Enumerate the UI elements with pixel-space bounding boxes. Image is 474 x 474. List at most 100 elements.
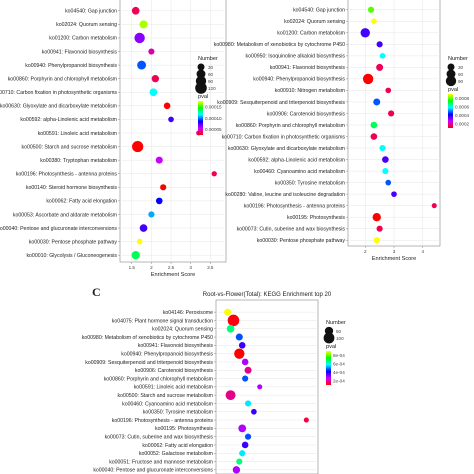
data-point xyxy=(238,424,247,433)
data-point xyxy=(134,32,145,44)
data-point xyxy=(371,18,377,25)
x-tick-label: 3.5 xyxy=(207,265,214,270)
size-legend-dot xyxy=(196,69,206,79)
category-label: ko00460: Cyanoamino acid metabolism xyxy=(254,169,345,175)
color-bar-label: 0.0002 xyxy=(455,122,469,127)
data-point xyxy=(385,87,392,94)
category-label: ko00630: Glyoxylate and dicarboxylate me… xyxy=(228,146,345,152)
category-label: ko00591: Linoleic acid metabolism xyxy=(38,131,117,137)
data-point xyxy=(372,213,381,222)
category-label: ko00196: Photosynthesis - antenna protei… xyxy=(112,418,214,424)
category-label: ko00350: Tyrosine metabolism xyxy=(143,410,213,416)
category-label: ko00196: Photosynthesis - antenna protei… xyxy=(16,172,118,178)
color-bar-label: 6e-04 xyxy=(333,362,345,367)
data-point xyxy=(379,144,386,152)
color-bar-label: 8e-04 xyxy=(333,353,345,358)
color-legend-title: pval xyxy=(198,94,208,100)
data-point xyxy=(242,375,249,382)
panel-letter: C xyxy=(92,285,101,299)
size-legend-dot xyxy=(323,332,335,344)
data-point xyxy=(136,238,143,245)
data-point xyxy=(232,466,241,474)
size-legend-dot xyxy=(446,69,456,79)
category-label: ko00062: Fatty acid elongation xyxy=(46,199,117,205)
data-point xyxy=(370,133,378,140)
category-label: ko00073: Cutin, suberine and wax biosynt… xyxy=(105,434,214,440)
data-point xyxy=(234,348,245,359)
size-legend-dot xyxy=(445,75,457,87)
data-point xyxy=(168,116,174,123)
category-label: ko00941: Flavonoid biosynthesis xyxy=(270,65,346,71)
category-label: ko00380: Tryptophan metabolism xyxy=(40,158,117,164)
category-label: ko00040: Pentose and glucuronate interco… xyxy=(0,226,117,232)
data-point xyxy=(132,140,144,153)
data-point xyxy=(382,156,389,163)
category-label: ko00052: Galactose metabolism xyxy=(139,451,213,457)
category-label: ko04540: Gap junction xyxy=(293,8,345,14)
data-point xyxy=(139,20,148,29)
data-point xyxy=(239,450,246,457)
data-point xyxy=(163,102,171,110)
color-bar xyxy=(448,94,453,128)
category-label: ko02024: Quorum sensing xyxy=(152,327,213,333)
category-label: ko00860: Porphyrin and chlorophyll metab… xyxy=(8,76,117,82)
category-label: ko02024: Quorum sensing xyxy=(284,19,345,25)
size-legend-label: 30 xyxy=(458,65,464,70)
category-label: ko00196: Photosynthesis - antenna protei… xyxy=(244,203,346,209)
data-point xyxy=(225,390,236,401)
category-label: ko00940: Phenylpropanoid biosynthesis xyxy=(253,77,345,83)
category-label: ko00140: Steroid hormone biosynthesis xyxy=(26,185,118,191)
category-label: ko00906: Carotenoid biosynthesis xyxy=(135,368,214,374)
data-point xyxy=(148,48,155,55)
x-tick-label: 4 xyxy=(421,249,424,254)
data-point xyxy=(244,400,252,407)
size-legend-label: 50 xyxy=(336,329,342,334)
x-tick-label: 2 xyxy=(364,249,367,254)
category-label: ko00460: Cyanoamino acid metabolism xyxy=(122,401,213,407)
category-label: ko00910: Nitrogen metabolism xyxy=(275,88,345,94)
color-bar xyxy=(326,351,331,385)
category-label: ko00909: Sesquiterpenoid and triterpenoi… xyxy=(85,360,213,366)
size-legend-dot xyxy=(447,63,455,71)
category-label: ko02024: Quorum sensing xyxy=(56,22,117,28)
color-bar-label: 0.0008 xyxy=(455,96,469,101)
category-label: ko00195: Photosynthesis xyxy=(155,426,213,432)
data-point xyxy=(235,333,243,341)
size-legend-label: 120 xyxy=(208,86,216,91)
category-label: ko00630: Glyoxylate and dicarboxylate me… xyxy=(0,104,117,110)
x-tick-label: 2 xyxy=(150,265,153,270)
category-label: ko00592: alpha-Linolenic acid metabolism xyxy=(20,117,117,123)
data-point xyxy=(244,366,252,374)
category-label: ko01200: Carbon metabolism xyxy=(49,36,117,42)
data-point xyxy=(251,408,257,415)
category-label: ko00980: Metabolism of xenobiotics by cy… xyxy=(214,42,345,48)
category-label: ko04540: Gap junction xyxy=(65,9,117,15)
color-bar xyxy=(198,101,203,135)
category-label: ko00909: Sesquiterpenoid and triterpenoi… xyxy=(217,100,345,106)
size-legend-title: Number xyxy=(198,56,218,62)
size-legend-label: 60 xyxy=(208,72,214,77)
category-label: ko00950: Isoquinoline alkaloid biosynthe… xyxy=(246,54,346,60)
color-bar-label: 2e-04 xyxy=(333,379,345,384)
x-tick-label: 1.5 xyxy=(129,265,136,270)
x-tick-label: 3 xyxy=(393,249,396,254)
data-point xyxy=(370,121,378,129)
chart-panel-0: ko04540: Gap junction ko02024: Quorum sen… xyxy=(0,0,227,278)
data-point xyxy=(379,53,386,59)
data-point xyxy=(155,156,163,164)
data-point xyxy=(211,171,217,177)
category-label: ko00010: Glycolysis / Gluconeogenesis xyxy=(26,253,117,259)
data-point xyxy=(391,191,397,197)
category-label: ko00906: Carotenoid biosynthesis xyxy=(267,111,346,117)
x-tick-label: 3 xyxy=(189,265,192,270)
data-point xyxy=(362,73,374,85)
data-point xyxy=(257,384,263,390)
category-label: ko00710: Carbon fixation in photosynthet… xyxy=(0,90,117,96)
color-legend-title: pval xyxy=(326,344,336,350)
data-point xyxy=(431,203,437,209)
category-label: ko00940: Phenylpropanoid biosynthesis xyxy=(25,63,117,69)
data-point xyxy=(303,417,309,423)
chart-panel-2: Root-vs-Flower(Total): KEGG Enrichment t… xyxy=(82,285,346,474)
category-label: ko00500: Starch and sucrose metabolism xyxy=(22,144,117,150)
